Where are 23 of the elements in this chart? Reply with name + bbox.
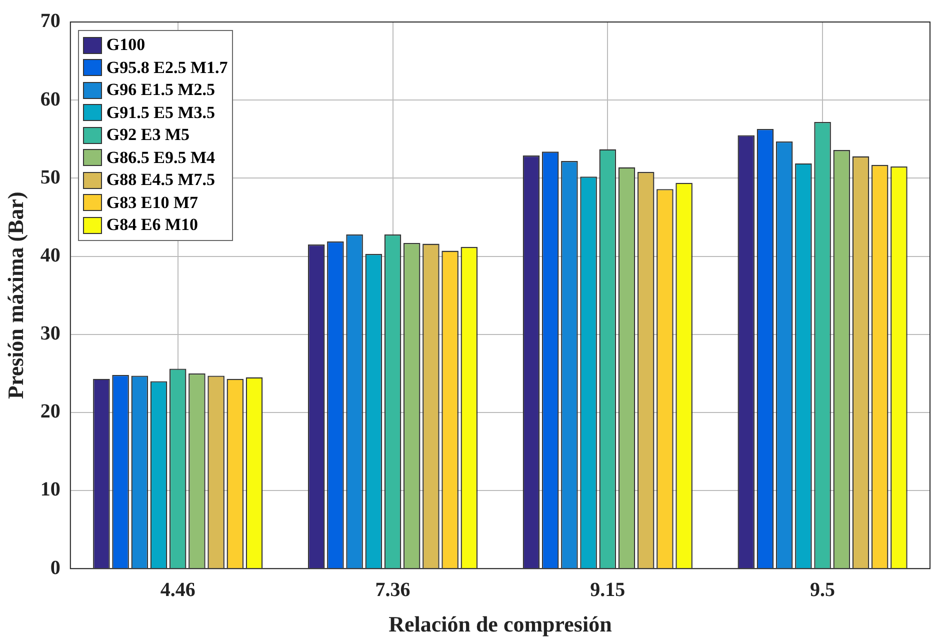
y-tick-label: 70 [40, 10, 60, 32]
legend-label: G95.8 E2.5 M1.7 [106, 56, 228, 78]
legend-label: G86.5 E9.5 M4 [106, 146, 215, 168]
y-tick-label: 50 [40, 166, 60, 188]
legend-label: G91.5 E5 M3.5 [106, 102, 215, 124]
y-axis-title: Presión máxima (Bar) [2, 192, 28, 399]
y-tick-label: 20 [40, 400, 60, 423]
x-axis-title: Relación de compresión [388, 611, 612, 636]
legend-label: G88 E4.5 M7.5 [106, 169, 215, 191]
y-tick-label: 10 [40, 478, 60, 501]
y-tick-label: 0 [50, 556, 60, 579]
legend-label: G92 E3 M5 [106, 124, 190, 146]
legend-label: G100 [106, 34, 146, 56]
y-tick-label: 30 [40, 322, 60, 345]
legend-label: G96 E1.5 M2.5 [106, 79, 215, 101]
x-tick-label: 7.36 [375, 578, 410, 601]
legend-label: G84 E6 M10 [106, 214, 198, 236]
y-tick-label: 60 [40, 88, 60, 110]
y-tick-label: 40 [40, 244, 60, 266]
x-tick-label: 9.15 [590, 578, 626, 601]
x-tick-label: 9.5 [810, 578, 836, 601]
x-tick-label: 4.46 [160, 578, 196, 601]
legend-label: G83 E10 M7 [106, 192, 198, 214]
